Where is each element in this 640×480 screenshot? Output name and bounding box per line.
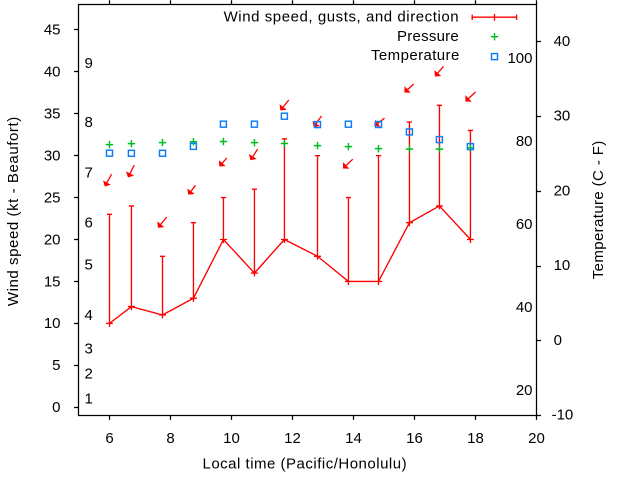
svg-text:7: 7: [85, 164, 93, 181]
svg-text:25: 25: [44, 189, 61, 206]
svg-text:10: 10: [44, 315, 61, 332]
svg-text:Temperature: Temperature: [371, 47, 460, 64]
svg-text:1: 1: [85, 391, 93, 408]
svg-text:14: 14: [345, 430, 362, 447]
svg-text:20: 20: [44, 231, 61, 248]
svg-text:30: 30: [554, 108, 571, 125]
svg-text:100: 100: [507, 50, 532, 67]
svg-text:3: 3: [85, 340, 93, 357]
svg-text:9: 9: [85, 55, 93, 72]
svg-text:Wind speed (kt - Beaufort): Wind speed (kt - Beaufort): [5, 116, 22, 306]
svg-text:5: 5: [52, 357, 60, 374]
svg-text:35: 35: [44, 106, 61, 123]
svg-text:45: 45: [44, 22, 61, 39]
svg-text:60: 60: [516, 216, 533, 233]
svg-text:12: 12: [284, 430, 301, 447]
svg-text:6: 6: [105, 430, 113, 447]
svg-text:20: 20: [554, 182, 571, 199]
svg-text:0: 0: [554, 332, 562, 349]
svg-text:Temperature (C - F): Temperature (C - F): [590, 140, 607, 279]
svg-text:10: 10: [554, 257, 571, 274]
svg-text:20: 20: [516, 382, 533, 399]
svg-text:40: 40: [44, 64, 61, 81]
svg-text:8: 8: [85, 114, 93, 131]
svg-text:18: 18: [467, 430, 484, 447]
svg-text:Local time (Pacific/Honolulu): Local time (Pacific/Honolulu): [203, 456, 408, 473]
svg-text:-10: -10: [552, 407, 574, 424]
svg-text:10: 10: [223, 430, 240, 447]
svg-text:15: 15: [44, 273, 61, 290]
svg-text:2: 2: [85, 366, 93, 383]
svg-text:Pressure: Pressure: [397, 28, 459, 45]
svg-text:8: 8: [166, 430, 174, 447]
svg-text:4: 4: [85, 307, 93, 324]
svg-text:30: 30: [44, 147, 61, 164]
svg-text:20: 20: [528, 430, 545, 447]
svg-text:40: 40: [554, 33, 571, 50]
svg-text:5: 5: [85, 257, 93, 274]
svg-text:0: 0: [52, 399, 60, 416]
svg-text:80: 80: [516, 133, 533, 150]
svg-text:16: 16: [406, 430, 423, 447]
svg-text:6: 6: [85, 215, 93, 232]
svg-text:40: 40: [516, 299, 533, 316]
svg-text:Wind speed, gusts, and directi: Wind speed, gusts, and direction: [224, 8, 460, 25]
